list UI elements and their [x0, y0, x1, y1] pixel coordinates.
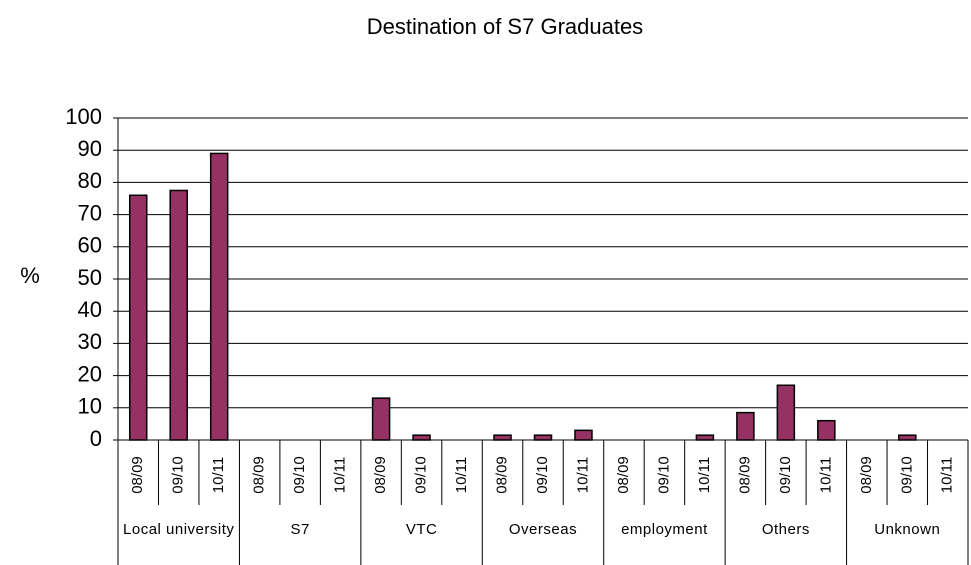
bar	[412, 434, 431, 441]
bar	[776, 384, 796, 441]
bar	[169, 189, 188, 441]
x-tick-label: 10/11	[817, 457, 834, 493]
bar	[898, 434, 917, 441]
y-tick-label: 60	[78, 233, 102, 258]
bar	[493, 434, 512, 441]
x-tick-label: 09/10	[534, 456, 551, 494]
x-tick-label: 08/09	[493, 456, 510, 494]
x-tick-label: 09/10	[655, 456, 672, 494]
x-tick-label: 08/09	[129, 456, 146, 494]
bar	[209, 152, 229, 441]
bar	[533, 434, 553, 441]
group-label: S7	[290, 521, 309, 538]
y-tick-label: 100	[65, 104, 102, 129]
y-tick-label: 30	[78, 329, 102, 354]
group-label: Unknown	[874, 521, 940, 538]
x-tick-label: 10/11	[696, 457, 713, 493]
x-tick-label: 10/11	[453, 457, 470, 493]
y-tick-label: 10	[78, 394, 102, 419]
group-label: VTC	[406, 521, 438, 538]
x-tick-label: 10/11	[210, 457, 227, 493]
bar	[817, 419, 836, 441]
bar	[574, 429, 593, 441]
y-tick-label: 80	[78, 168, 102, 193]
chart-title: Destination of S7 Graduates	[367, 14, 643, 39]
group-label: Overseas	[509, 521, 577, 538]
x-tick-label: 09/10	[170, 456, 187, 494]
bar	[371, 397, 391, 441]
y-tick-label: 70	[78, 200, 102, 225]
y-tick-label: 40	[78, 297, 102, 322]
x-tick-label: 10/11	[939, 457, 956, 493]
x-tick-label: 08/09	[858, 456, 875, 494]
x-tick-label: 09/10	[898, 456, 915, 494]
x-tick-label: 08/09	[372, 456, 389, 494]
x-tick-label: 10/11	[574, 457, 591, 493]
y-tick-label: 20	[78, 361, 102, 386]
x-tick-label: 08/09	[251, 456, 268, 494]
bar	[128, 194, 148, 441]
x-tick-label: 10/11	[332, 457, 349, 493]
y-tick-label: 0	[90, 426, 102, 451]
x-tick-label: 09/10	[777, 456, 794, 494]
x-tick-label: 09/10	[413, 456, 430, 494]
x-tick-label: 08/09	[736, 456, 753, 494]
x-tick-label: 08/09	[615, 456, 632, 494]
bar	[736, 411, 755, 441]
bar	[695, 434, 715, 441]
y-tick-label: 50	[78, 265, 102, 290]
group-label: Local university	[123, 521, 234, 538]
x-tick-label: 09/10	[291, 456, 308, 494]
y-tick-label: 90	[78, 136, 102, 161]
y-axis-label: %	[20, 263, 40, 288]
group-label: Others	[762, 521, 810, 538]
group-label: employment	[621, 521, 708, 538]
